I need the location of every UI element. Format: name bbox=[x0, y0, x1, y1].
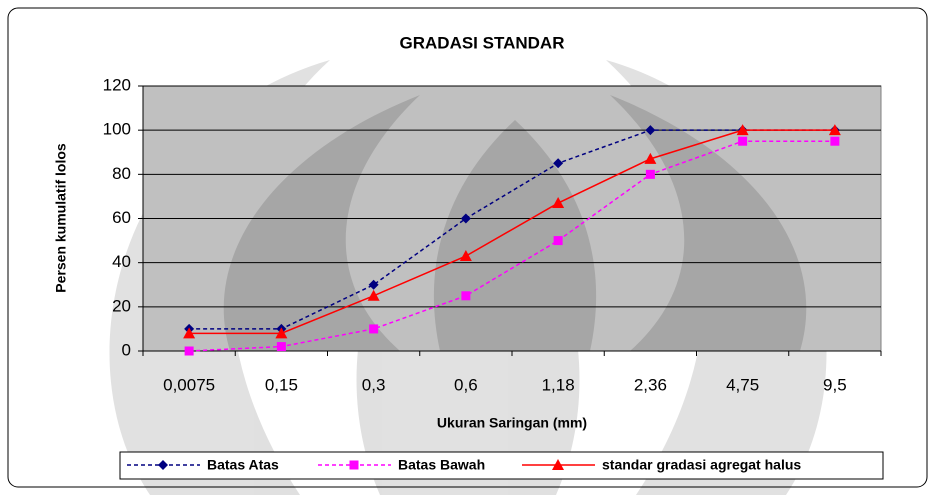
y-tick-label: 40 bbox=[112, 252, 131, 271]
chart-title: GRADASI STANDAR bbox=[400, 33, 565, 52]
watermark-shape bbox=[433, 120, 597, 351]
y-tick-label: 60 bbox=[112, 208, 131, 227]
marker bbox=[276, 342, 286, 352]
marker bbox=[553, 158, 564, 169]
marker bbox=[644, 152, 657, 164]
chart-frame bbox=[7, 7, 928, 488]
series-line bbox=[189, 129, 835, 330]
marker bbox=[368, 279, 379, 290]
marker bbox=[830, 136, 840, 146]
x-tick-label: 0,3 bbox=[362, 375, 386, 394]
legend-label: Batas Atas bbox=[207, 457, 279, 473]
watermark-shape bbox=[610, 95, 807, 351]
series-line bbox=[189, 140, 835, 352]
x-tick-label: 2,36 bbox=[634, 375, 667, 394]
watermark-shape bbox=[223, 95, 420, 351]
y-axis-title: Persen kumulatif lolos bbox=[53, 143, 69, 293]
marker bbox=[738, 136, 748, 146]
marker bbox=[184, 346, 194, 356]
marker bbox=[645, 169, 655, 179]
plot-watermark bbox=[223, 95, 807, 351]
y-tick-label: 0 bbox=[122, 340, 131, 359]
x-axis-title: Ukuran Saringan (mm) bbox=[437, 415, 587, 431]
x-tick-label: 4,75 bbox=[726, 375, 759, 394]
marker bbox=[736, 124, 749, 136]
legend-label: Batas Bawah bbox=[398, 457, 485, 473]
marker bbox=[158, 460, 168, 470]
marker bbox=[461, 291, 471, 301]
marker bbox=[275, 327, 288, 339]
marker bbox=[369, 324, 379, 334]
legend-box bbox=[119, 451, 884, 480]
marker bbox=[645, 125, 656, 136]
x-tick-label: 0,15 bbox=[265, 375, 298, 394]
marker bbox=[183, 327, 196, 339]
marker bbox=[460, 213, 471, 224]
legend-label: standar gradasi agregat halus bbox=[602, 457, 801, 473]
x-tick-label: 1,18 bbox=[542, 375, 575, 394]
marker bbox=[828, 124, 841, 136]
marker bbox=[349, 460, 359, 470]
marker bbox=[552, 197, 565, 209]
y-tick-label: 120 bbox=[103, 75, 131, 94]
x-tick-label: 0,6 bbox=[454, 375, 478, 394]
x-tick-label: 9,5 bbox=[823, 375, 847, 394]
y-tick-label: 100 bbox=[103, 120, 131, 139]
x-tick-label: 0,0075 bbox=[163, 375, 215, 394]
marker bbox=[553, 236, 563, 246]
y-tick-label: 80 bbox=[112, 164, 131, 183]
y-tick-label: 20 bbox=[112, 296, 131, 315]
marker bbox=[367, 289, 380, 301]
marker bbox=[552, 459, 564, 470]
series-line bbox=[189, 129, 835, 335]
marker bbox=[459, 250, 472, 262]
